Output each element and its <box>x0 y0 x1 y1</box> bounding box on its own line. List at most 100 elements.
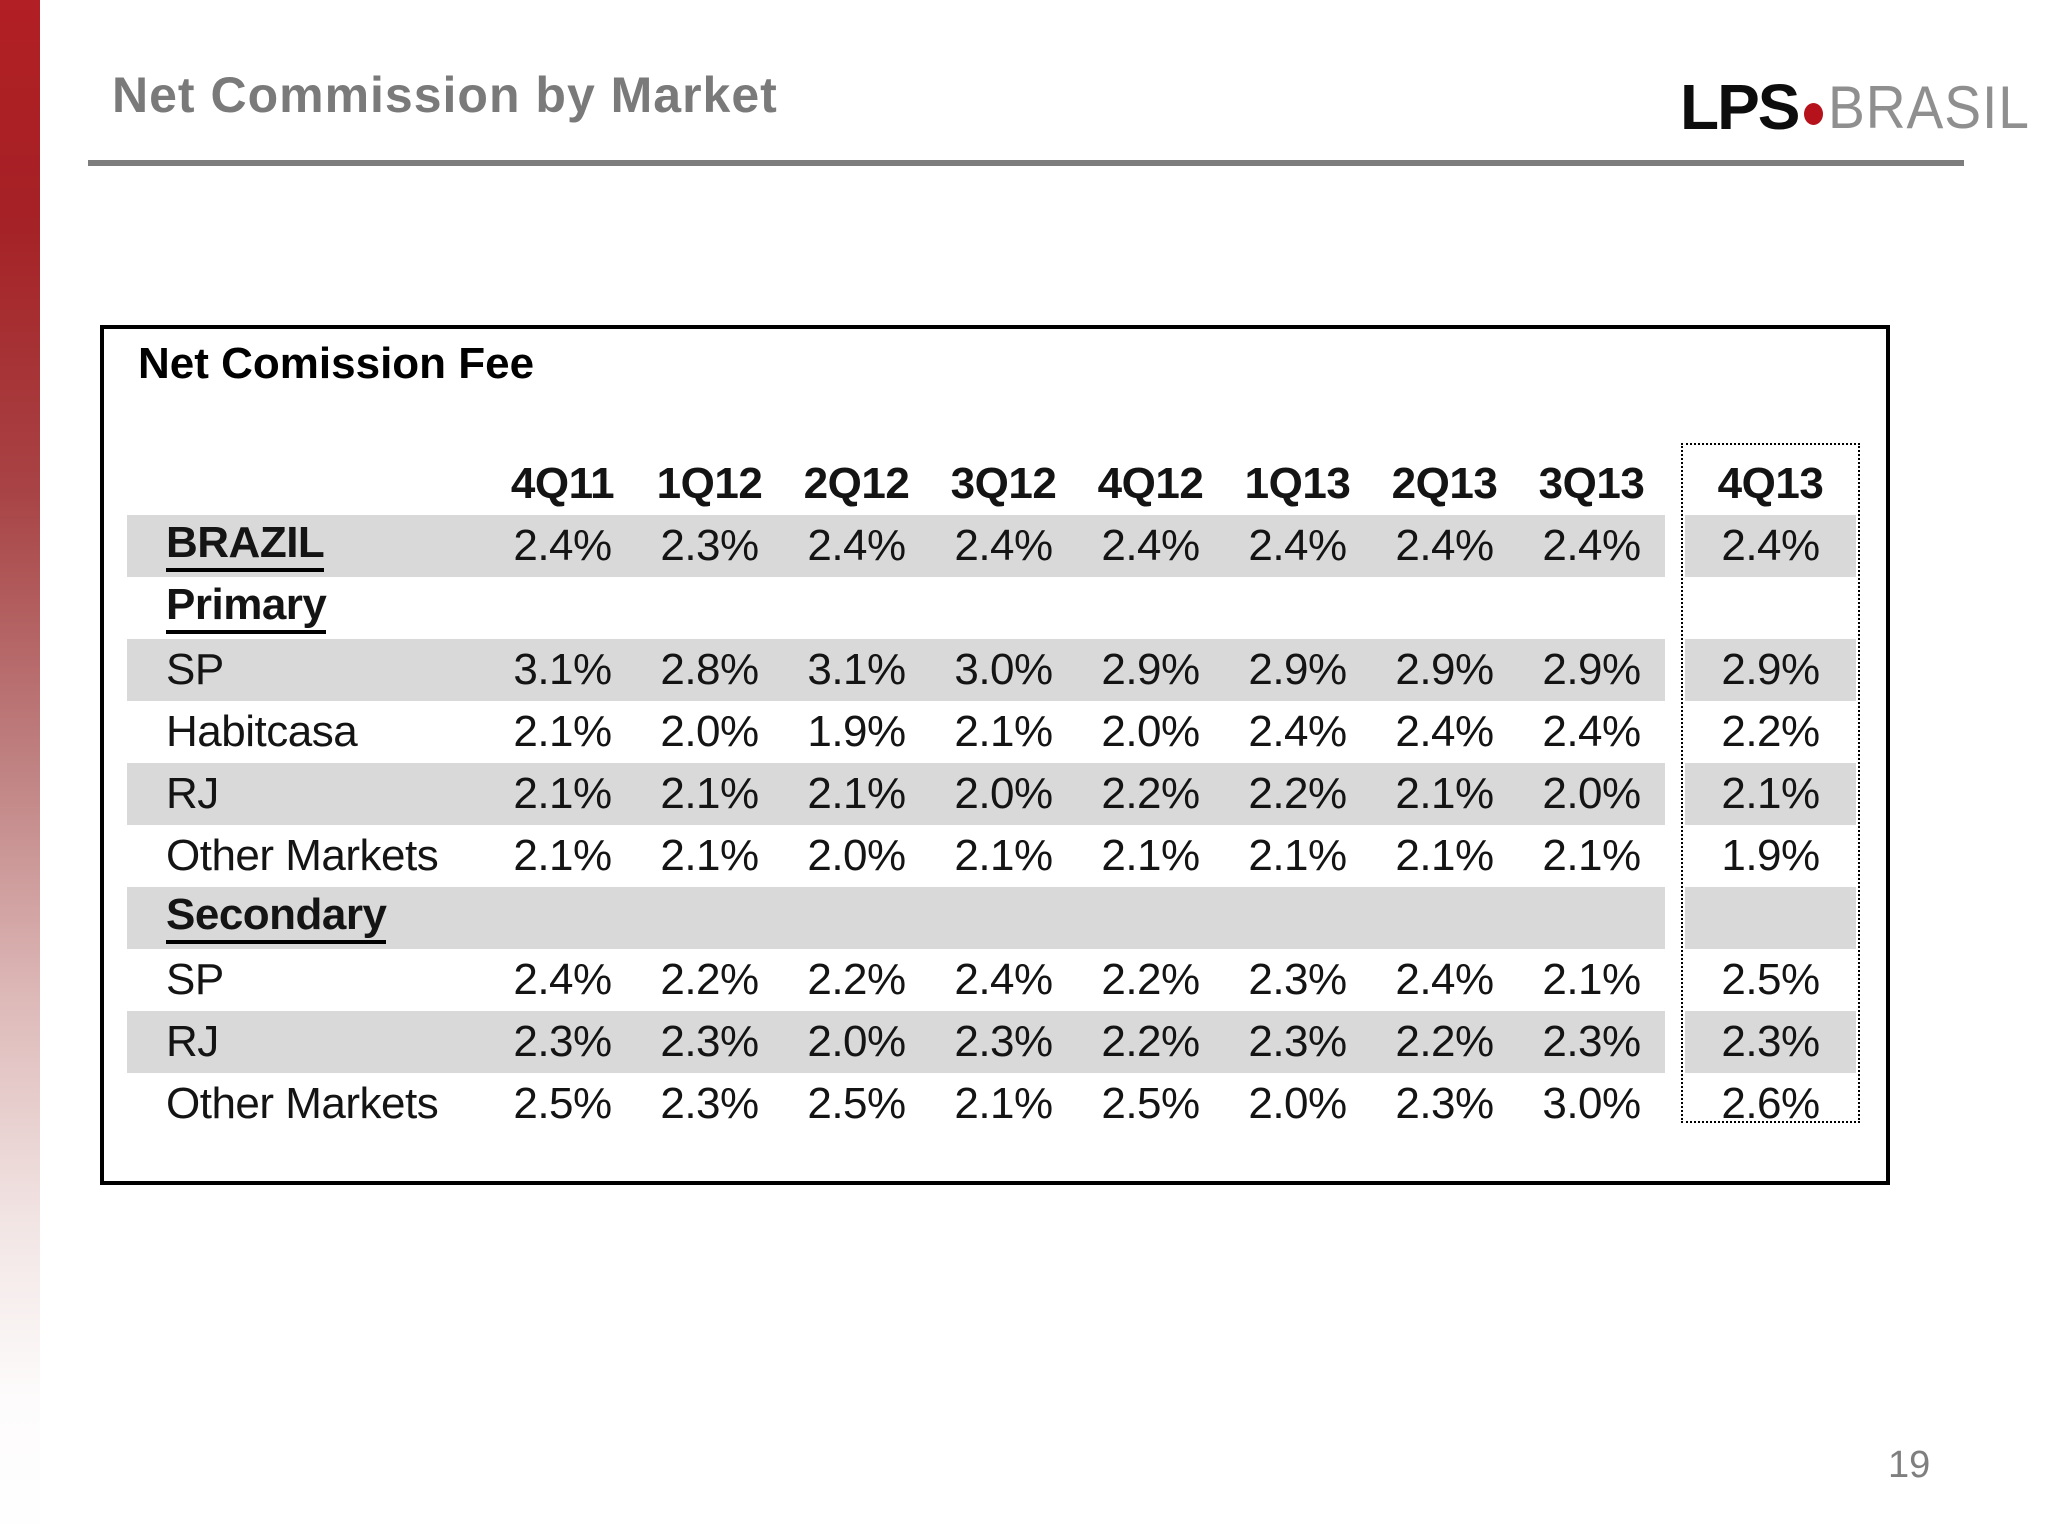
slide-title: Net Commission by Market <box>112 67 778 123</box>
gap-cell <box>1665 1011 1683 1073</box>
row-label: RJ <box>166 1017 219 1066</box>
value-cell: 2.1% <box>513 707 612 756</box>
value-cell-4q13: 2.9% <box>1721 645 1820 694</box>
row-stripe <box>127 639 1665 701</box>
value-cell: 3.1% <box>807 645 906 694</box>
value-cell: 2.4% <box>1395 521 1494 570</box>
value-cell: 2.1% <box>1395 831 1494 880</box>
row-stripe-last-col <box>1685 887 1856 949</box>
value-cell-4q13: 2.4% <box>1721 521 1820 570</box>
value-cell: 2.2% <box>660 955 759 1004</box>
value-cell <box>636 887 783 949</box>
value-cell: 2.1% <box>1101 831 1200 880</box>
table-rows: 4Q11 1Q12 2Q12 3Q12 4Q12 1Q13 2Q13 3Q13 … <box>104 445 1886 1135</box>
value-cell <box>1224 577 1371 639</box>
row-label: SP <box>166 645 224 694</box>
value-cell-4q13: 2.3% <box>1721 1017 1820 1066</box>
logo-dot-icon <box>1804 103 1824 125</box>
value-cell: 2.0% <box>807 831 906 880</box>
value-cell: 3.1% <box>513 645 612 694</box>
gap-cell <box>1665 825 1683 887</box>
value-cell-4q13: 2.6% <box>1721 1079 1820 1128</box>
value-cell: 2.3% <box>1542 1017 1641 1066</box>
value-cell: 2.1% <box>513 769 612 818</box>
value-cell: 2.1% <box>1395 769 1494 818</box>
header-cell: 2Q12 <box>803 459 910 508</box>
value-cell: 2.0% <box>954 769 1053 818</box>
row-label: Secondary <box>166 892 387 944</box>
title-rule <box>88 160 1964 166</box>
gap-cell <box>1665 887 1683 949</box>
value-cell: 2.1% <box>660 831 759 880</box>
value-cell-4q13 <box>1683 887 1858 949</box>
lps-brasil-logo: LPS BRASIL <box>1680 70 2048 144</box>
value-cell: 2.1% <box>954 1079 1053 1128</box>
net-commission-fee-table: Net Comission Fee 4Q11 1Q12 2Q12 3Q12 4Q… <box>100 325 1890 1185</box>
value-cell: 2.9% <box>1248 645 1347 694</box>
value-cell: 2.3% <box>660 1017 759 1066</box>
value-cell: 2.3% <box>660 521 759 570</box>
value-cell: 2.3% <box>1248 1017 1347 1066</box>
value-cell: 2.2% <box>1101 955 1200 1004</box>
value-cell: 2.3% <box>1248 955 1347 1004</box>
header-row: 4Q11 1Q12 2Q12 3Q12 4Q12 1Q13 2Q13 3Q13 … <box>104 445 1886 515</box>
value-cell: 3.0% <box>1542 1079 1641 1128</box>
value-cell <box>1518 887 1665 949</box>
value-cell: 2.4% <box>1542 707 1641 756</box>
value-cell: 2.1% <box>1542 831 1641 880</box>
gap-cell <box>1665 763 1683 825</box>
logo-brasil-text: BRASIL <box>1828 73 2031 141</box>
value-cell: 2.2% <box>1395 1017 1494 1066</box>
value-cell: 2.2% <box>1101 1017 1200 1066</box>
value-cell: 2.2% <box>1248 769 1347 818</box>
value-cell: 2.4% <box>513 521 612 570</box>
value-cell: 2.3% <box>1395 1079 1494 1128</box>
value-cell: 2.4% <box>954 521 1053 570</box>
gap-cell <box>1665 949 1683 1011</box>
row-stripe-last-col <box>1685 515 1856 577</box>
row-label: RJ <box>166 769 219 818</box>
value-cell <box>1224 887 1371 949</box>
row-label: BRAZIL <box>166 520 325 572</box>
gap-cell <box>1665 577 1683 639</box>
value-cell <box>489 887 636 949</box>
value-cell: 2.1% <box>807 769 906 818</box>
row-stripe <box>127 1011 1665 1073</box>
value-cell: 2.9% <box>1101 645 1200 694</box>
value-cell: 2.4% <box>513 955 612 1004</box>
value-cell: 2.3% <box>660 1079 759 1128</box>
value-cell: 2.4% <box>1395 707 1494 756</box>
value-cell-4q13: 1.9% <box>1721 831 1820 880</box>
row-stripe <box>127 763 1665 825</box>
gap-cell <box>1665 639 1683 701</box>
value-cell <box>1077 577 1224 639</box>
value-cell: 2.4% <box>807 521 906 570</box>
value-cell: 2.0% <box>1248 1079 1347 1128</box>
table-row-primary: Primary <box>104 577 1886 639</box>
table-row-sp-primary: SP 3.1% 2.8% 3.1% 3.0% 2.9% 2.9% 2.9% 2.… <box>104 639 1886 701</box>
row-label: Primary <box>166 582 327 634</box>
row-stripe-last-col <box>1685 763 1856 825</box>
header-cell-4q13: 4Q13 <box>1717 459 1824 508</box>
table-row-brazil: BRAZIL 2.4% 2.3% 2.4% 2.4% 2.4% 2.4% 2.4… <box>104 515 1886 577</box>
value-cell <box>783 577 930 639</box>
header-gap <box>1665 445 1683 515</box>
value-cell: 2.0% <box>1101 707 1200 756</box>
header-cell: 4Q11 <box>510 459 615 508</box>
header-cell: 1Q12 <box>656 459 763 508</box>
value-cell: 2.9% <box>1542 645 1641 694</box>
value-cell <box>489 577 636 639</box>
value-cell: 2.4% <box>954 955 1053 1004</box>
value-cell: 2.0% <box>1542 769 1641 818</box>
value-cell: 2.4% <box>1542 521 1641 570</box>
value-cell: 2.1% <box>513 831 612 880</box>
value-cell: 2.4% <box>1248 707 1347 756</box>
value-cell <box>636 577 783 639</box>
value-cell-4q13: 2.2% <box>1721 707 1820 756</box>
value-cell <box>1371 887 1518 949</box>
row-stripe-last-col <box>1685 639 1856 701</box>
value-cell: 2.0% <box>807 1017 906 1066</box>
table-row-habitcasa: Habitcasa 2.1% 2.0% 1.9% 2.1% 2.0% 2.4% … <box>104 701 1886 763</box>
value-cell <box>1077 887 1224 949</box>
header-cell: 3Q13 <box>1538 459 1645 508</box>
